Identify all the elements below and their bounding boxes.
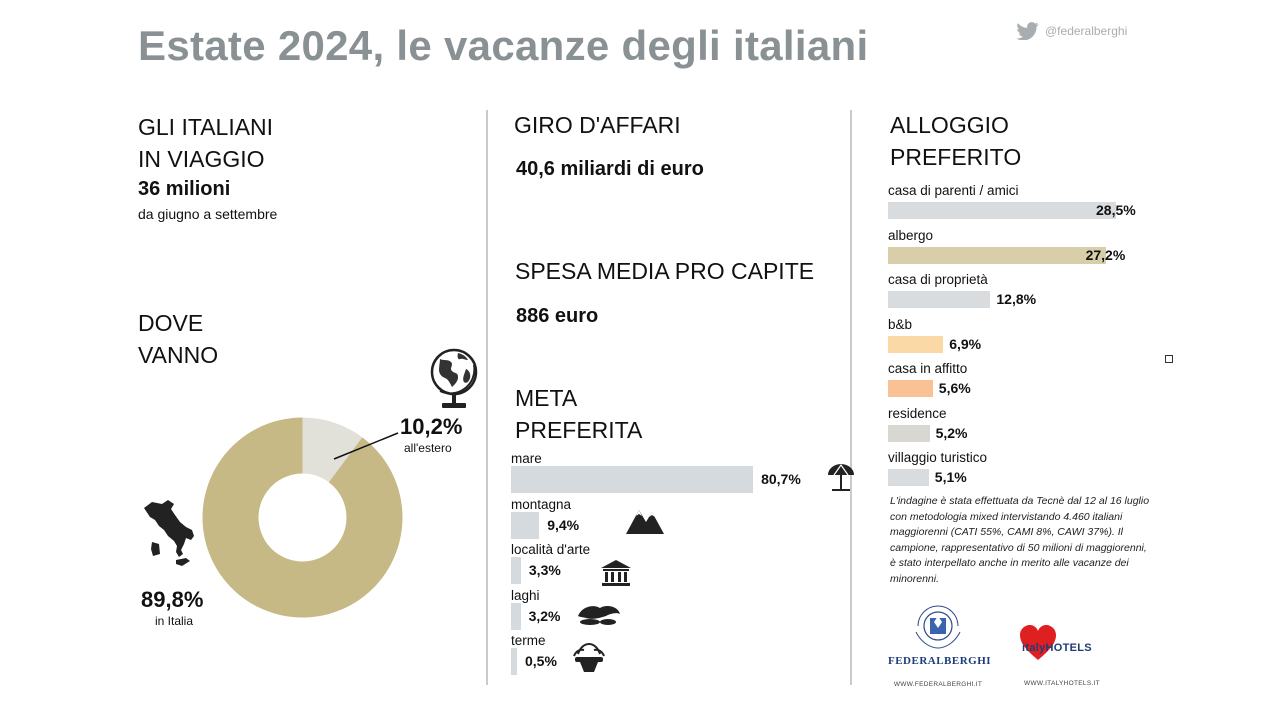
column-divider-right [850,110,852,685]
meta-category-label: mare [511,451,542,466]
federalberghi-name: FEDERALBERGHI [888,655,992,667]
heart-icon [1020,625,1056,660]
alloggio-value-label: 6,9% [949,335,982,352]
alloggio-bar [888,424,930,442]
alloggio-bar [888,202,1116,219]
dove-vanno-heading-line2: VANNO [138,342,219,368]
dove-vanno-heading-line1: DOVE [138,310,204,336]
alloggio-category-label: casa in affitto [888,361,968,376]
social-handle-text: @federalberghi [1045,24,1128,38]
temple-icon [601,560,631,586]
spend-value: 886 euro [516,305,599,327]
travelers-heading-line1: GLI ITALIANI [138,114,274,140]
destination-donut-chart [202,417,403,618]
twitter-bird-icon [1016,22,1039,40]
meta-bar [511,466,754,493]
mountain-icon [626,510,664,534]
meta-value-label: 3,3% [528,562,561,578]
alloggio-bar [888,335,944,353]
federalberghi-emblem-icon [915,605,961,649]
meta-value-label: 0,5% [525,653,557,669]
alloggio-heading-line2: PREFERITO [890,144,1022,170]
alloggio-bar [888,380,933,397]
meta-category-label: montagna [511,496,572,512]
donut-slice-italy [202,417,403,618]
meta-bar [511,511,540,539]
small-square-marker [1165,355,1173,363]
social-handle[interactable]: @federalberghi [1016,22,1127,40]
page-title: Estate 2024, le vacanze degli italiani [138,22,869,69]
turnover-heading: GIRO D'AFFARI [514,112,681,138]
italy-label: in Italia [155,614,194,628]
alloggio-category-label: residence [888,405,947,421]
alloggio-category-label: casa di parenti / amici [888,183,1019,198]
lake-icon [578,606,620,625]
italyhotels-url: WWW.ITALYHOTELS.IT [1024,680,1100,687]
meta-value-label: 3,2% [528,607,561,624]
alloggio-value-label: 12,8% [996,291,1037,307]
alloggio-value-label: 5,6% [938,380,971,396]
survey-note: L'indagine è stata effettuata da Tecnè d… [890,495,1150,585]
meta-value-label: 9,4% [547,516,580,533]
fountain-icon [573,643,605,672]
meta-category-label: laghi [511,587,540,603]
donut-slice-abroad [302,417,363,483]
travelers-heading-line2: IN VIAGGIO [138,146,265,172]
alloggio-heading-line1: ALLOGGIO [890,112,1009,138]
beach-umbrella-icon [828,463,854,491]
alloggio-value-label: 28,5% [1096,202,1136,218]
meta-category-label: località d'arte [511,542,591,557]
alloggio-bar [888,246,1106,264]
alloggio-value-label: 5,1% [934,469,967,485]
meta-bar [511,648,517,675]
alloggio-category-label: villaggio turistico [888,450,988,465]
italyhotels-name: italyHOTELS [1022,642,1092,654]
meta-heading-line1: META [515,385,578,411]
meta-value-label: 80,7% [761,471,801,487]
alloggio-value-label: 27,2% [1085,246,1126,263]
column-divider-left [486,110,488,685]
meta-category-label: terme [511,633,546,648]
alloggio-bar [888,291,991,308]
alloggio-bar [888,469,929,486]
globe-icon [430,348,478,408]
alloggio-value-label: 5,2% [935,424,968,441]
meta-bar [511,557,521,584]
italy-value: 89,8% [141,587,204,612]
meta-heading-line2: PREFERITA [515,417,643,443]
turnover-value: 40,6 miliardi di euro [516,158,704,180]
italy-map-icon [144,500,194,566]
abroad-leader-line [333,432,399,460]
spend-heading: SPESA MEDIA PRO CAPITE [515,258,815,284]
alloggio-category-label: casa di proprietà [888,272,988,287]
italyhotels-logo[interactable]: italyHOTELS WWW.ITALYHOTELS.IT [1012,622,1112,687]
abroad-label: all'estero [404,441,452,455]
alloggio-category-label: albergo [888,227,934,243]
travelers-period: da giugno a settembre [138,206,278,222]
federalberghi-logo[interactable]: FEDERALBERGHI WWW.FEDERALBERGHI.IT [888,600,992,688]
abroad-value: 10,2% [400,414,463,439]
federalberghi-url: WWW.FEDERALBERGHI.IT [893,681,983,688]
travelers-value: 36 milioni [138,178,231,200]
alloggio-category-label: b&b [888,316,913,332]
meta-bar [511,602,521,630]
